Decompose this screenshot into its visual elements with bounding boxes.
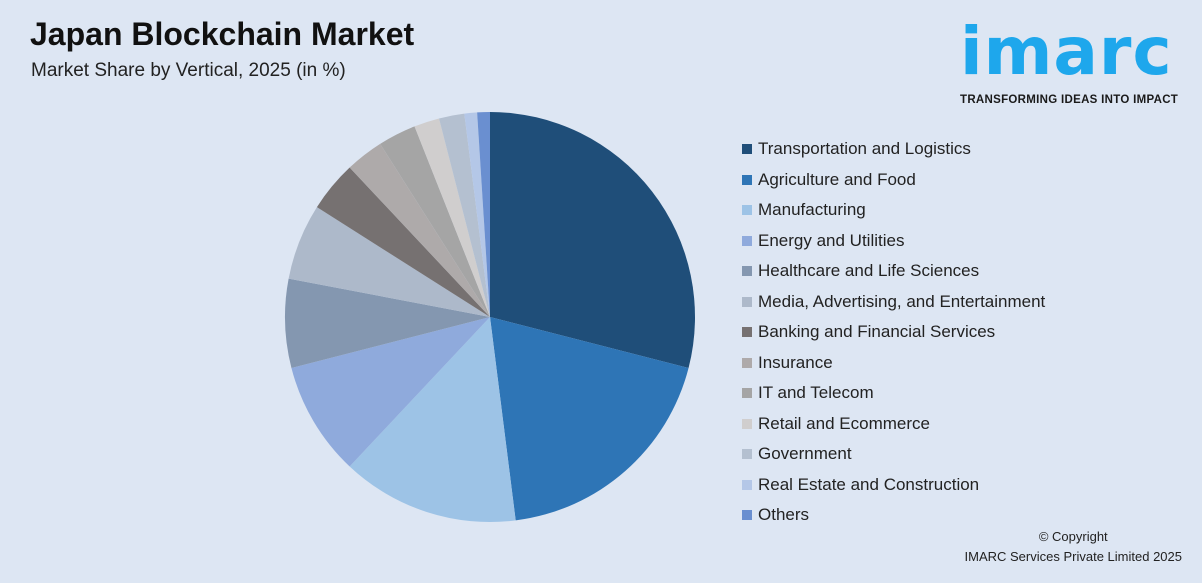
pie-chart [285,112,695,522]
legend-label: Insurance [758,352,833,372]
logo-tagline: TRANSFORMING IDEAS INTO IMPACT [960,94,1179,106]
pie-slice-manufacturing [349,317,516,522]
legend-label: Healthcare and Life Sciences [758,261,980,281]
legend-swatch [742,205,752,216]
legend-item: Agriculture and Food [742,165,1045,196]
legend-label: Agriculture and Food [758,169,916,189]
pie-slice-banking-and-financial-services [316,167,490,317]
legend-item: Government [742,439,1045,470]
legend-item: Banking and Financial Services [742,317,1045,348]
pie-slice-transportation-and-logistics [490,112,695,368]
legend-item: Healthcare and Life Sciences [742,256,1045,287]
legend-label: Banking and Financial Services [758,322,996,342]
legend-swatch [742,144,752,155]
legend-swatch [742,449,752,460]
pie-slice-retail-and-ecommerce [414,118,490,317]
logo-wordmark: imarc [960,13,1173,90]
imarc-logo: imarc TRANSFORMING IDEAS INTO IMPACT [960,12,1185,106]
pie-slice-others [477,112,490,317]
pie-slice-government [439,113,490,317]
legend-label: Manufacturing [758,200,866,220]
legend-swatch [742,479,752,490]
legend-swatch [742,418,752,429]
legend: Transportation and Logistics Agriculture … [742,134,1045,531]
legend-item: Retail and Ecommerce [742,409,1045,440]
legend-item: Transportation and Logistics [742,134,1045,165]
pie-slice-it-and-telecom [380,126,490,318]
pie-slice-energy-and-utilities [291,317,490,467]
legend-label: Real Estate and Construction [758,474,980,494]
legend-label: Others [758,505,810,525]
pie-slice-real-estate-and-construction [464,112,490,318]
legend-item: Manufacturing [742,195,1045,226]
copyright-company: IMARC Services Private Limited 2025 [964,549,1182,564]
legend-label: IT and Telecom [758,383,874,403]
legend-swatch [742,235,752,246]
legend-label: Transportation and Logistics [758,139,971,159]
legend-item: Media, Advertising, and Entertainment [742,287,1045,318]
copyright: © Copyright IMARC Services Private Limit… [965,527,1182,567]
legend-swatch [742,296,752,307]
legend-label: Media, Advertising, and Entertainment [758,291,1046,311]
legend-swatch [742,266,752,277]
pie-slice-healthcare-and-life-sciences [285,278,490,368]
pie-slice-insurance [349,143,490,317]
legend-item: Real Estate and Construction [742,470,1045,501]
chart-subtitle: Market Share by Vertical, 2025 (in %) [31,60,346,81]
legend-item: Insurance [742,348,1045,379]
legend-swatch [742,357,752,368]
chart-title: Japan Blockchain Market [30,16,415,52]
pie-slice-media-advertising-and-entertainment [288,207,490,317]
legend-label: Retail and Ecommerce [758,413,930,433]
pie-slice-agriculture-and-food [490,317,689,521]
legend-label: Energy and Utilities [758,230,905,250]
legend-swatch [742,510,752,521]
legend-swatch [742,327,752,338]
legend-swatch [742,388,752,399]
legend-label: Government [758,444,852,464]
legend-item: IT and Telecom [742,378,1045,409]
legend-swatch [742,174,752,185]
legend-item: Others [742,500,1045,531]
legend-item: Energy and Utilities [742,226,1045,257]
copyright-label: © Copyright [1038,529,1108,544]
